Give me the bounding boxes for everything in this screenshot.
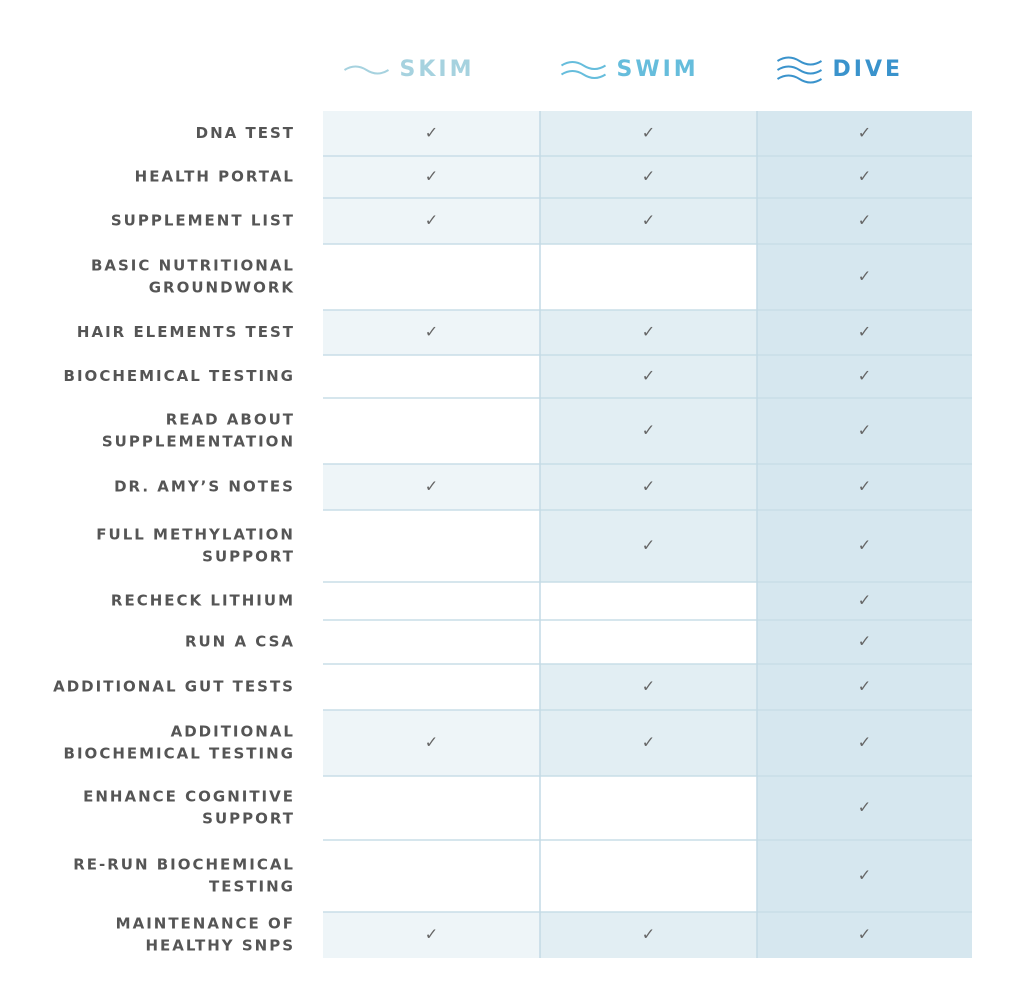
check-mark: ✓ (642, 167, 655, 186)
check-mark: ✓ (425, 167, 438, 186)
cell-bg (323, 464, 540, 510)
check-mark: ✓ (858, 677, 871, 696)
check-mark: ✓ (642, 211, 655, 230)
row-label: TESTING (209, 878, 295, 896)
check-mark: ✓ (858, 866, 871, 885)
check-mark: ✓ (642, 733, 655, 752)
row-label: HAIR ELEMENTS TEST (77, 323, 295, 341)
row-label: SUPPORT (202, 810, 295, 828)
column-header: SKIM (343, 57, 475, 82)
backgrounds (323, 111, 972, 958)
check-mark: ✓ (425, 477, 438, 496)
column-title: DIVE (833, 57, 904, 82)
row-label: DR. AMY’S NOTES (114, 478, 295, 496)
check-mark: ✓ (425, 123, 438, 142)
row-label: RECHECK LITHIUM (111, 592, 295, 610)
row-label: ADDITIONAL (171, 723, 295, 741)
row-label: SUPPORT (202, 548, 295, 566)
check-mark: ✓ (425, 925, 438, 944)
column-bg (757, 111, 972, 958)
wave-icon (560, 61, 607, 70)
row-label: HEALTHY SNPS (145, 937, 295, 955)
cell-bg (540, 398, 757, 464)
wave-icon (776, 65, 823, 75)
cell-bg (540, 912, 757, 958)
check-mark: ✓ (858, 211, 871, 230)
check-mark: ✓ (858, 536, 871, 555)
wave-icon (776, 56, 823, 66)
check-mark: ✓ (425, 211, 438, 230)
cell-bg (540, 111, 757, 156)
check-mark: ✓ (858, 421, 871, 440)
cell-bg (323, 198, 540, 244)
wave-icon (560, 70, 607, 79)
check-mark: ✓ (858, 167, 871, 186)
check-mark: ✓ (425, 733, 438, 752)
column-header: SWIM (560, 57, 699, 82)
cell-bg (540, 664, 757, 710)
wave-icon (343, 65, 390, 75)
cell-bg (540, 310, 757, 355)
row-label: ENHANCE COGNITIVE (83, 788, 295, 806)
check-mark: ✓ (858, 267, 871, 286)
row-label: ADDITIONAL GUT TESTS (53, 678, 295, 696)
row-label: RE-RUN BIOCHEMICAL (73, 856, 295, 874)
check-mark: ✓ (642, 677, 655, 696)
check-mark: ✓ (858, 798, 871, 817)
cell-bg (323, 912, 540, 958)
check-mark: ✓ (858, 477, 871, 496)
cell-bg (540, 710, 757, 776)
check-mark: ✓ (858, 632, 871, 651)
check-mark: ✓ (858, 925, 871, 944)
row-label: BIOCHEMICAL TESTING (64, 745, 295, 763)
cell-bg (540, 510, 757, 582)
row-label: SUPPLEMENTATION (102, 433, 295, 451)
row-label: DNA TEST (196, 124, 295, 142)
check-mark: ✓ (858, 123, 871, 142)
row-label: BIOCHEMICAL TESTING (64, 367, 295, 385)
cell-bg (323, 156, 540, 198)
check-mark: ✓ (858, 591, 871, 610)
cell-bg (540, 156, 757, 198)
check-mark: ✓ (858, 366, 871, 385)
row-label: MAINTENANCE OF (116, 915, 295, 933)
column-title: SKIM (400, 57, 475, 82)
check-mark: ✓ (858, 322, 871, 341)
check-mark: ✓ (642, 477, 655, 496)
wave-icon (776, 74, 823, 84)
check-mark: ✓ (642, 123, 655, 142)
row-label: GROUNDWORK (149, 279, 295, 297)
check-mark: ✓ (642, 366, 655, 385)
column-header: DIVE (776, 56, 904, 84)
row-label: READ ABOUT (166, 411, 295, 429)
row-label: HEALTH PORTAL (135, 168, 295, 186)
cell-bg (323, 310, 540, 355)
check-mark: ✓ (642, 925, 655, 944)
row-label: FULL METHYLATION (96, 526, 295, 544)
check-mark: ✓ (642, 536, 655, 555)
row-label: SUPPLEMENT LIST (111, 212, 295, 230)
cell-bg (540, 464, 757, 510)
cell-bg (323, 111, 540, 156)
check-mark: ✓ (642, 322, 655, 341)
row-label: BASIC NUTRITIONAL (91, 257, 295, 275)
check-mark: ✓ (425, 322, 438, 341)
cell-bg (540, 198, 757, 244)
cell-bg (540, 355, 757, 398)
check-mark: ✓ (642, 421, 655, 440)
row-label: RUN A CSA (185, 633, 295, 651)
check-mark: ✓ (858, 733, 871, 752)
content: SKIM SWIM DIVE ✓ ✓ ✓ DNA TEST ✓ ✓ ✓ HEALTH PORTAL ✓… (53, 56, 904, 955)
column-title: SWIM (617, 57, 699, 82)
cell-bg (323, 710, 540, 776)
